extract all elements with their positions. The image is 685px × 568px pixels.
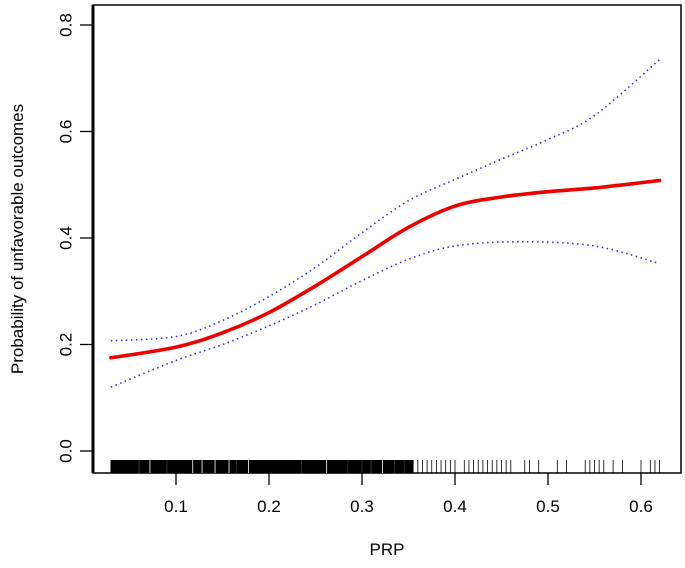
rug-dense-block	[110, 460, 414, 473]
x-axis: 0.1 0.2 0.3 0.4 0.5 0.6	[164, 473, 653, 516]
x-axis-title: PRP	[370, 540, 405, 559]
y-axis-title: Probability of unfavorable outcomes	[8, 104, 27, 374]
x-tick-label: 0.1	[164, 497, 188, 516]
y-tick-label: 0.0	[57, 439, 76, 463]
x-tick-label: 0.4	[443, 497, 467, 516]
y-tick-label: 0.8	[57, 13, 76, 37]
y-tick-label: 0.2	[57, 333, 76, 357]
y-tick-label: 0.6	[57, 120, 76, 144]
rug-marks	[110, 460, 660, 473]
x-tick-label: 0.6	[629, 497, 653, 516]
x-tick-label: 0.5	[536, 497, 560, 516]
x-tick-label: 0.3	[350, 497, 374, 516]
series-lines	[109, 59, 662, 388]
y-tick-label: 0.4	[57, 226, 76, 250]
series-estimate	[109, 178, 662, 360]
x-tick-label: 0.2	[257, 497, 281, 516]
y-axis: 0.0 0.2 0.4 0.6 0.8	[57, 13, 93, 463]
